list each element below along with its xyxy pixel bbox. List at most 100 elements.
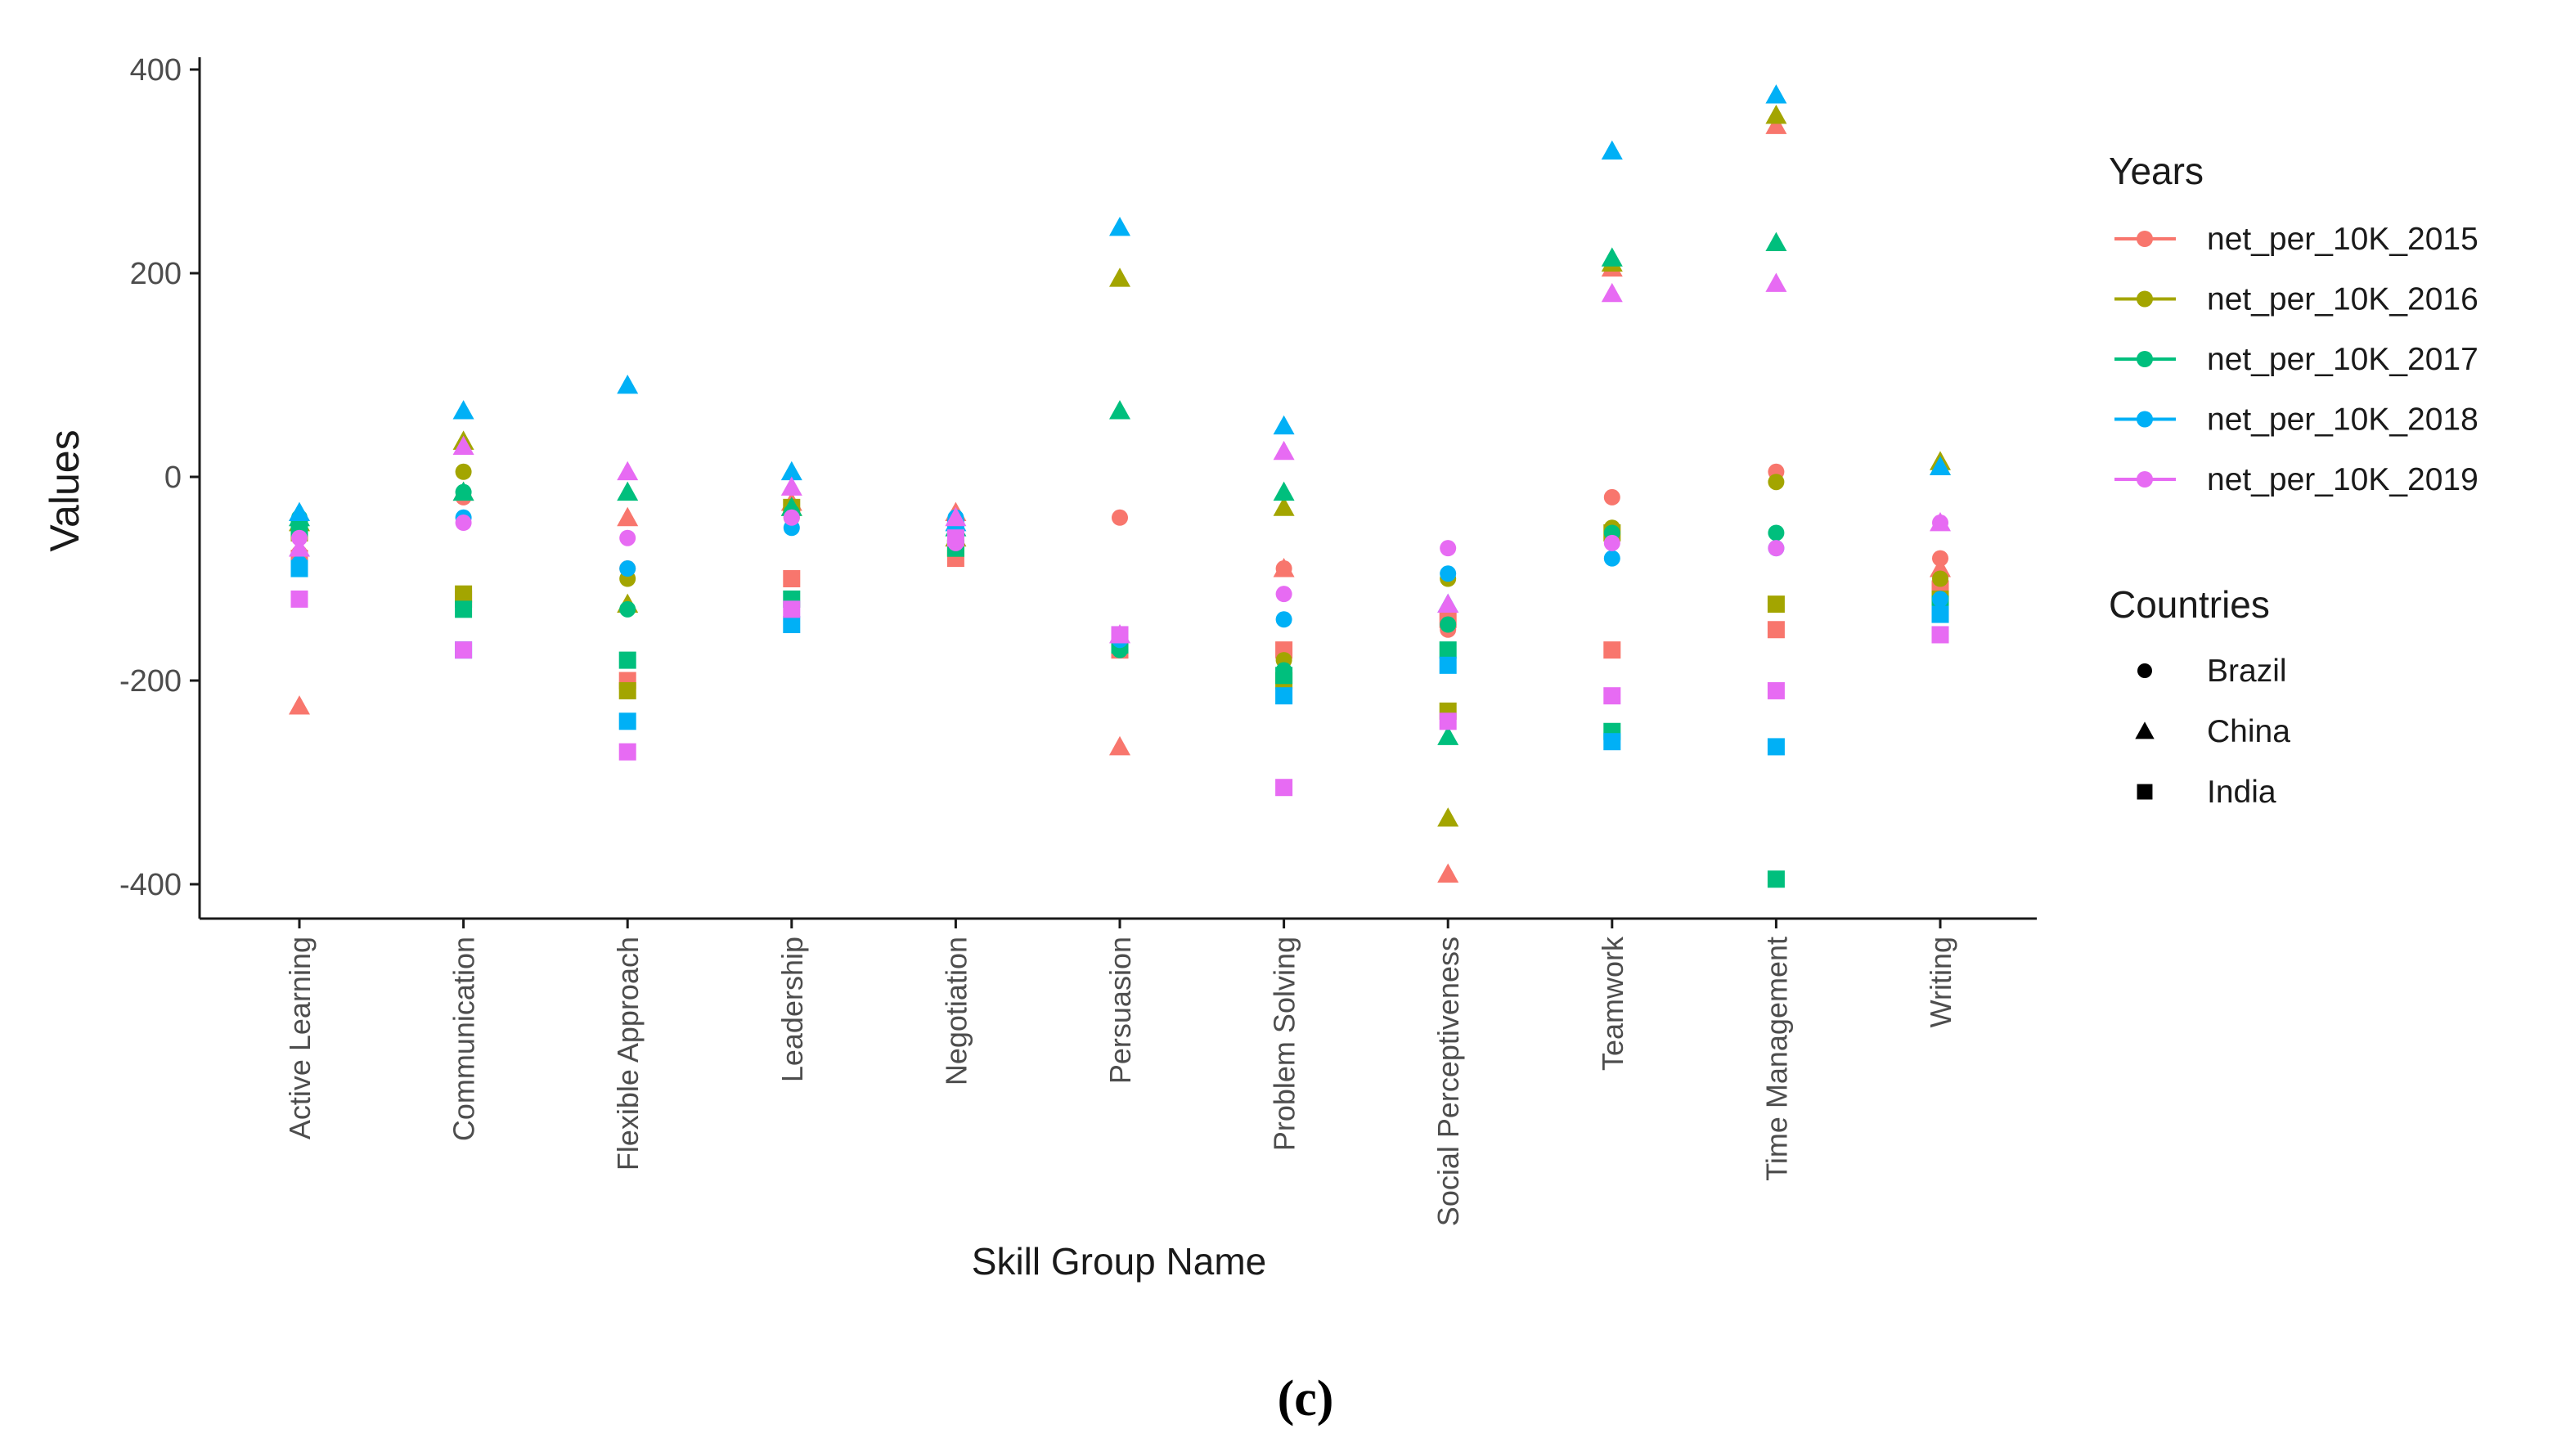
data-point-india <box>1439 712 1457 730</box>
data-point-china <box>1765 84 1787 104</box>
x-tick-label: Persuasion <box>1103 937 1137 1084</box>
data-point-brazil <box>455 463 472 480</box>
legend-years-title: Years <box>2109 150 2204 192</box>
data-point-india <box>783 570 801 587</box>
data-point-china <box>1765 115 1787 134</box>
x-tick-label: Problem Solving <box>1268 937 1301 1151</box>
data-point-india <box>455 600 473 618</box>
data-point-brazil <box>783 509 800 526</box>
data-point-india <box>618 651 636 669</box>
data-point-brazil <box>1275 611 1292 628</box>
data-point-china <box>617 506 639 527</box>
data-point-china <box>1437 726 1459 745</box>
x-tick-label: Writing <box>1924 937 1957 1027</box>
legend: Years net_per_10K_2015 net_per_10K_2016ne… <box>2109 150 2478 810</box>
data-point-brazil <box>619 560 636 577</box>
data-point-china <box>617 374 639 394</box>
data-point-india <box>1767 621 1785 639</box>
x-tick-label: Flexible Approach <box>611 937 645 1171</box>
x-tick-label: Social Perceptiveness <box>1431 937 1465 1226</box>
legend-year-label: net_per_10K_2017 <box>2207 342 2478 377</box>
data-point-china <box>452 481 474 501</box>
data-point-china <box>780 497 802 516</box>
data-point-india <box>618 681 636 699</box>
legend-country-label: India <box>2207 775 2276 810</box>
legend-year-label: net_per_10K_2016 <box>2207 282 2478 317</box>
data-point-china <box>1273 415 1295 435</box>
data-point-india <box>1275 667 1293 685</box>
data-point-brazil <box>1768 540 1785 557</box>
data-point-brazil <box>1440 540 1457 557</box>
data-point-brazil <box>455 515 472 532</box>
data-point-china <box>1601 140 1623 160</box>
x-tick-label: Teamwork <box>1596 936 1629 1071</box>
x-tick-label: Communication <box>447 937 481 1141</box>
data-point-china <box>1601 247 1623 267</box>
data-point-india <box>1439 641 1457 659</box>
data-point-china <box>1109 267 1130 287</box>
legend-shape-brazil <box>2137 663 2152 678</box>
data-point-india <box>618 712 636 730</box>
legend-years-items: net_per_10K_2015 net_per_10K_2016 net_per_… <box>2114 222 2478 497</box>
x-tick-label: Time Management <box>1759 937 1793 1181</box>
x-axis-ticks: Active Learning Communication Flexible App… <box>283 919 1957 1226</box>
data-point-india <box>1275 687 1293 705</box>
data-point-india <box>1767 681 1785 699</box>
figure-caption: (c) <box>1278 1371 1334 1427</box>
data-point-china <box>1109 400 1130 420</box>
data-point-brazil <box>1768 524 1785 542</box>
plot-area <box>198 57 2037 920</box>
data-point-india <box>783 600 801 618</box>
data-point-india <box>455 585 473 603</box>
y-tick-label: -200 <box>119 664 182 699</box>
data-point-brazil <box>1603 550 1620 567</box>
data-point-china <box>1765 105 1787 124</box>
data-point-brazil <box>1932 570 1948 587</box>
y-tick-label: -400 <box>119 868 182 902</box>
x-tick-label: Leadership <box>775 937 809 1082</box>
data-point-india <box>455 641 473 659</box>
data-point-india <box>1931 605 1949 623</box>
data-points <box>289 84 1951 888</box>
data-point-china <box>1273 558 1295 577</box>
legend-marker <box>2137 231 2153 247</box>
data-point-china <box>289 537 310 557</box>
data-point-china <box>1273 481 1295 501</box>
y-axis-ticks: 400 200 0 -200 -400 <box>119 53 200 902</box>
legend-marker <box>2137 471 2153 488</box>
legend-year-label: net_per_10K_2015 <box>2207 222 2478 257</box>
data-point-india <box>618 743 636 761</box>
data-point-china <box>1765 231 1787 252</box>
legend-marker <box>2137 351 2153 367</box>
data-point-china <box>1930 456 1951 475</box>
data-point-china <box>289 501 310 521</box>
data-point-india <box>783 616 801 634</box>
data-point-china <box>1930 512 1951 532</box>
data-point-india <box>290 590 308 608</box>
legend-marker <box>2137 411 2153 428</box>
data-point-india <box>946 529 964 547</box>
data-point-india <box>1603 687 1621 705</box>
data-point-brazil <box>1440 565 1457 582</box>
data-point-china <box>945 506 967 527</box>
data-point-india <box>1767 870 1785 888</box>
data-point-china <box>452 435 474 456</box>
y-axis-title: Values <box>42 429 88 551</box>
legend-countries-items: Brazil China India <box>2135 654 2290 810</box>
data-point-china <box>780 476 802 496</box>
data-point-india <box>1931 626 1949 644</box>
data-point-china <box>1437 863 1459 883</box>
data-point-china <box>1437 807 1459 827</box>
y-tick-label: 400 <box>130 53 182 88</box>
data-point-brazil <box>619 529 636 546</box>
legend-marker <box>2137 290 2153 308</box>
data-point-china <box>617 481 639 501</box>
data-point-india <box>1275 779 1293 797</box>
legend-country-label: Brazil <box>2207 654 2287 689</box>
x-axis-title: Skill Group Name <box>972 1240 1266 1283</box>
data-point-china <box>617 461 639 481</box>
legend-shape-china <box>2135 721 2155 739</box>
data-point-china <box>452 400 474 420</box>
legend-countries-title: Countries <box>2109 583 2270 626</box>
